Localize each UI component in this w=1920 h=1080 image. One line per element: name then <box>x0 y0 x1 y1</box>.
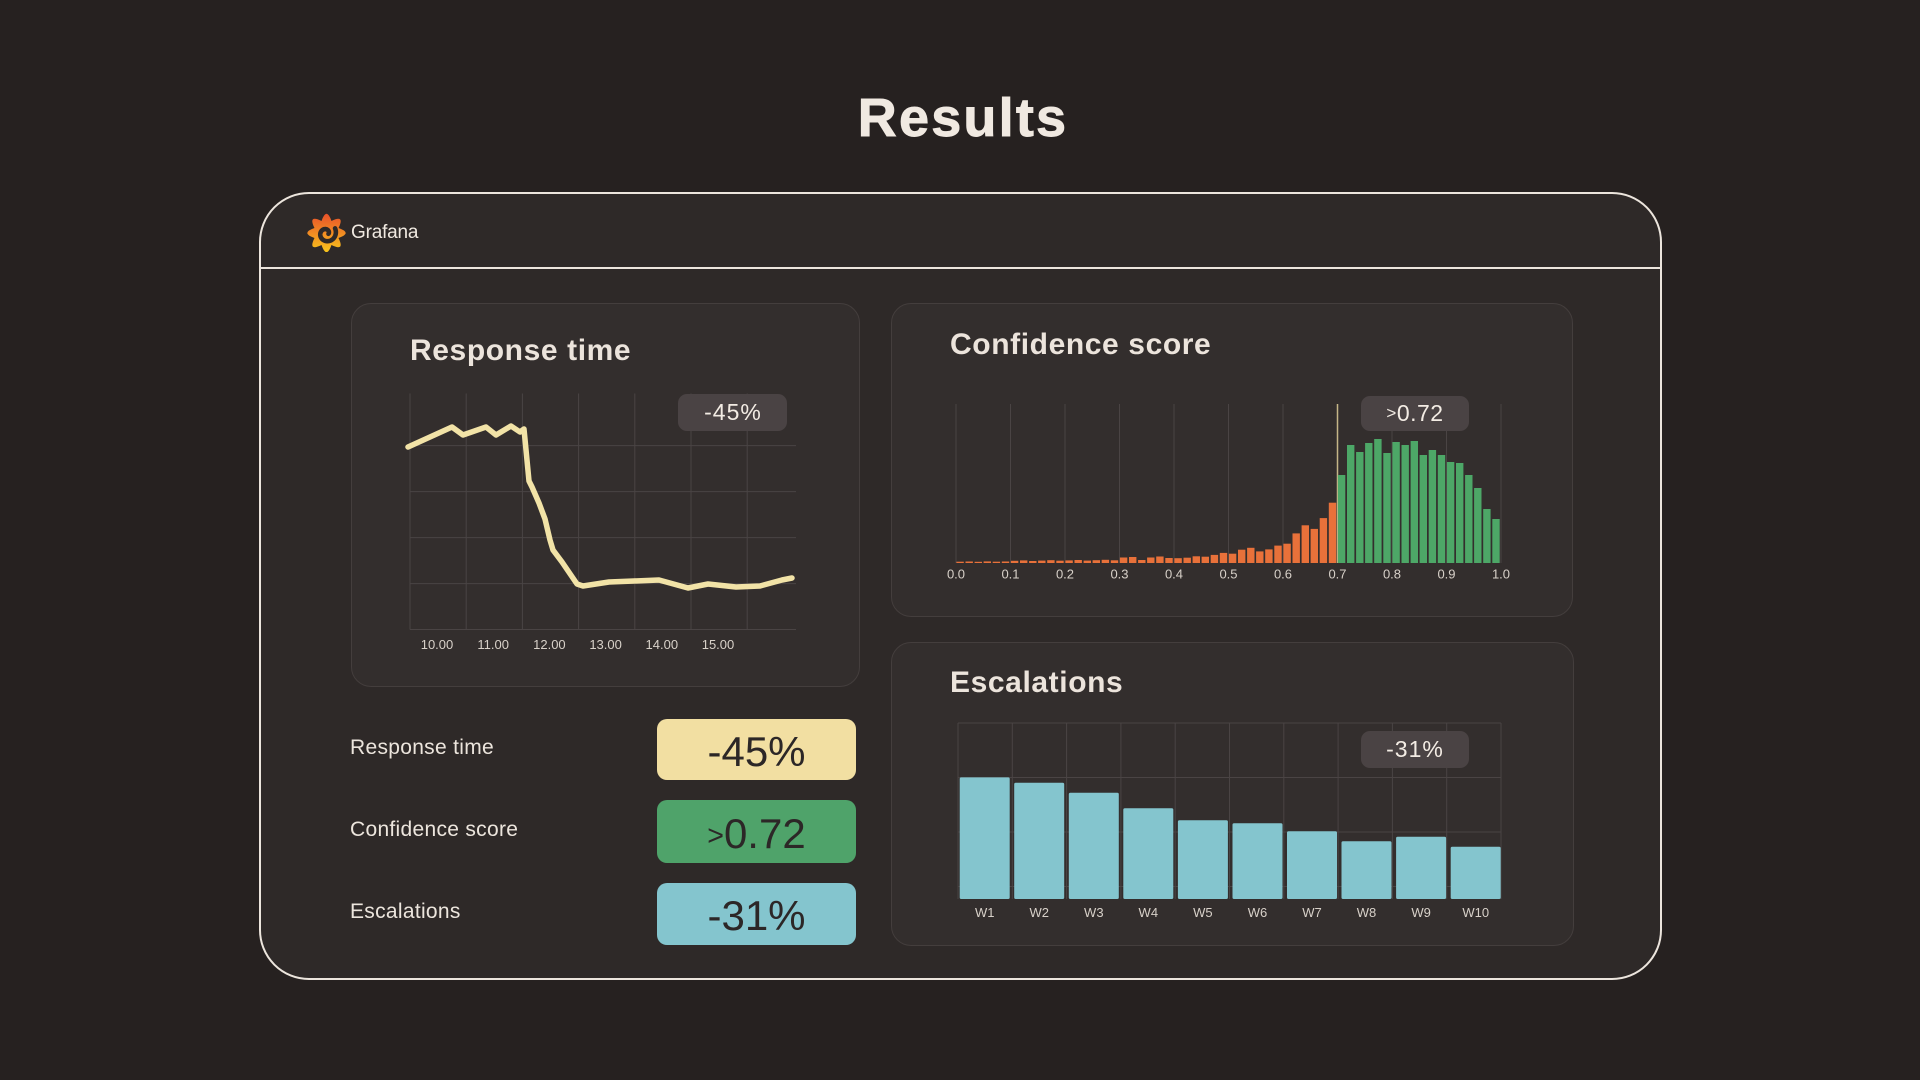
svg-text:W4: W4 <box>1139 905 1159 920</box>
svg-text:W9: W9 <box>1411 905 1431 920</box>
svg-text:>0.72: >0.72 <box>1386 400 1443 426</box>
svg-text:W6: W6 <box>1248 905 1268 920</box>
svg-text:11.00: 11.00 <box>477 637 509 652</box>
svg-text:0.4: 0.4 <box>1165 567 1183 582</box>
svg-text:0.5: 0.5 <box>1219 567 1237 582</box>
svg-text:W1: W1 <box>975 905 995 920</box>
svg-text:0.0: 0.0 <box>947 567 965 582</box>
svg-text:-31%: -31% <box>1386 736 1444 762</box>
svg-text:0.3: 0.3 <box>1110 567 1128 582</box>
svg-text:W7: W7 <box>1302 905 1322 920</box>
svg-text:0.7: 0.7 <box>1328 567 1346 582</box>
svg-text:W10: W10 <box>1462 905 1489 920</box>
svg-text:10.00: 10.00 <box>421 637 454 652</box>
svg-text:W8: W8 <box>1357 905 1377 920</box>
svg-text:-45%: -45% <box>704 399 762 425</box>
svg-text:12.00: 12.00 <box>533 637 566 652</box>
svg-text:W2: W2 <box>1029 905 1049 920</box>
svg-text:14.00: 14.00 <box>646 637 679 652</box>
svg-text:0.1: 0.1 <box>1001 567 1019 582</box>
svg-text:0.2: 0.2 <box>1056 567 1074 582</box>
svg-text:1.0: 1.0 <box>1492 567 1510 582</box>
svg-text:13.00: 13.00 <box>589 637 622 652</box>
svg-text:0.6: 0.6 <box>1274 567 1292 582</box>
svg-text:W5: W5 <box>1193 905 1213 920</box>
svg-text:0.9: 0.9 <box>1437 567 1455 582</box>
svg-text:15.00: 15.00 <box>702 637 735 652</box>
svg-text:0.8: 0.8 <box>1383 567 1401 582</box>
svg-text:W3: W3 <box>1084 905 1104 920</box>
